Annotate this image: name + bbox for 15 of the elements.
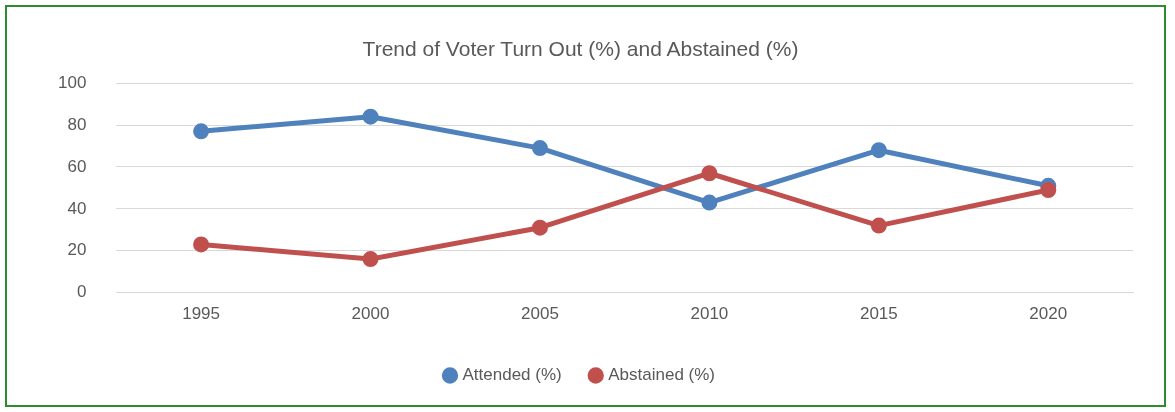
x-tick-label: 2005 [521,304,559,324]
x-tick-label: 2000 [351,304,390,324]
x-tick-label: 2020 [1029,304,1068,324]
legend-label: Abstained (%) [608,365,715,385]
y-tick-label: 0 [76,282,87,302]
legend-label: Attended (%) [462,365,562,385]
y-tick-label: 60 [67,156,87,176]
x-tick-label: 2015 [859,304,898,324]
y-tick-label: 80 [67,114,87,134]
y-tick-label: 20 [67,240,87,260]
y-tick-label: 40 [67,198,87,218]
chart-title: Trend of Voter Turn Out (%) and Abstained (%) [362,37,799,61]
y-tick-label: 100 [57,72,87,92]
x-tick-label: 1995 [182,304,220,324]
x-tick-label: 2010 [690,304,729,324]
